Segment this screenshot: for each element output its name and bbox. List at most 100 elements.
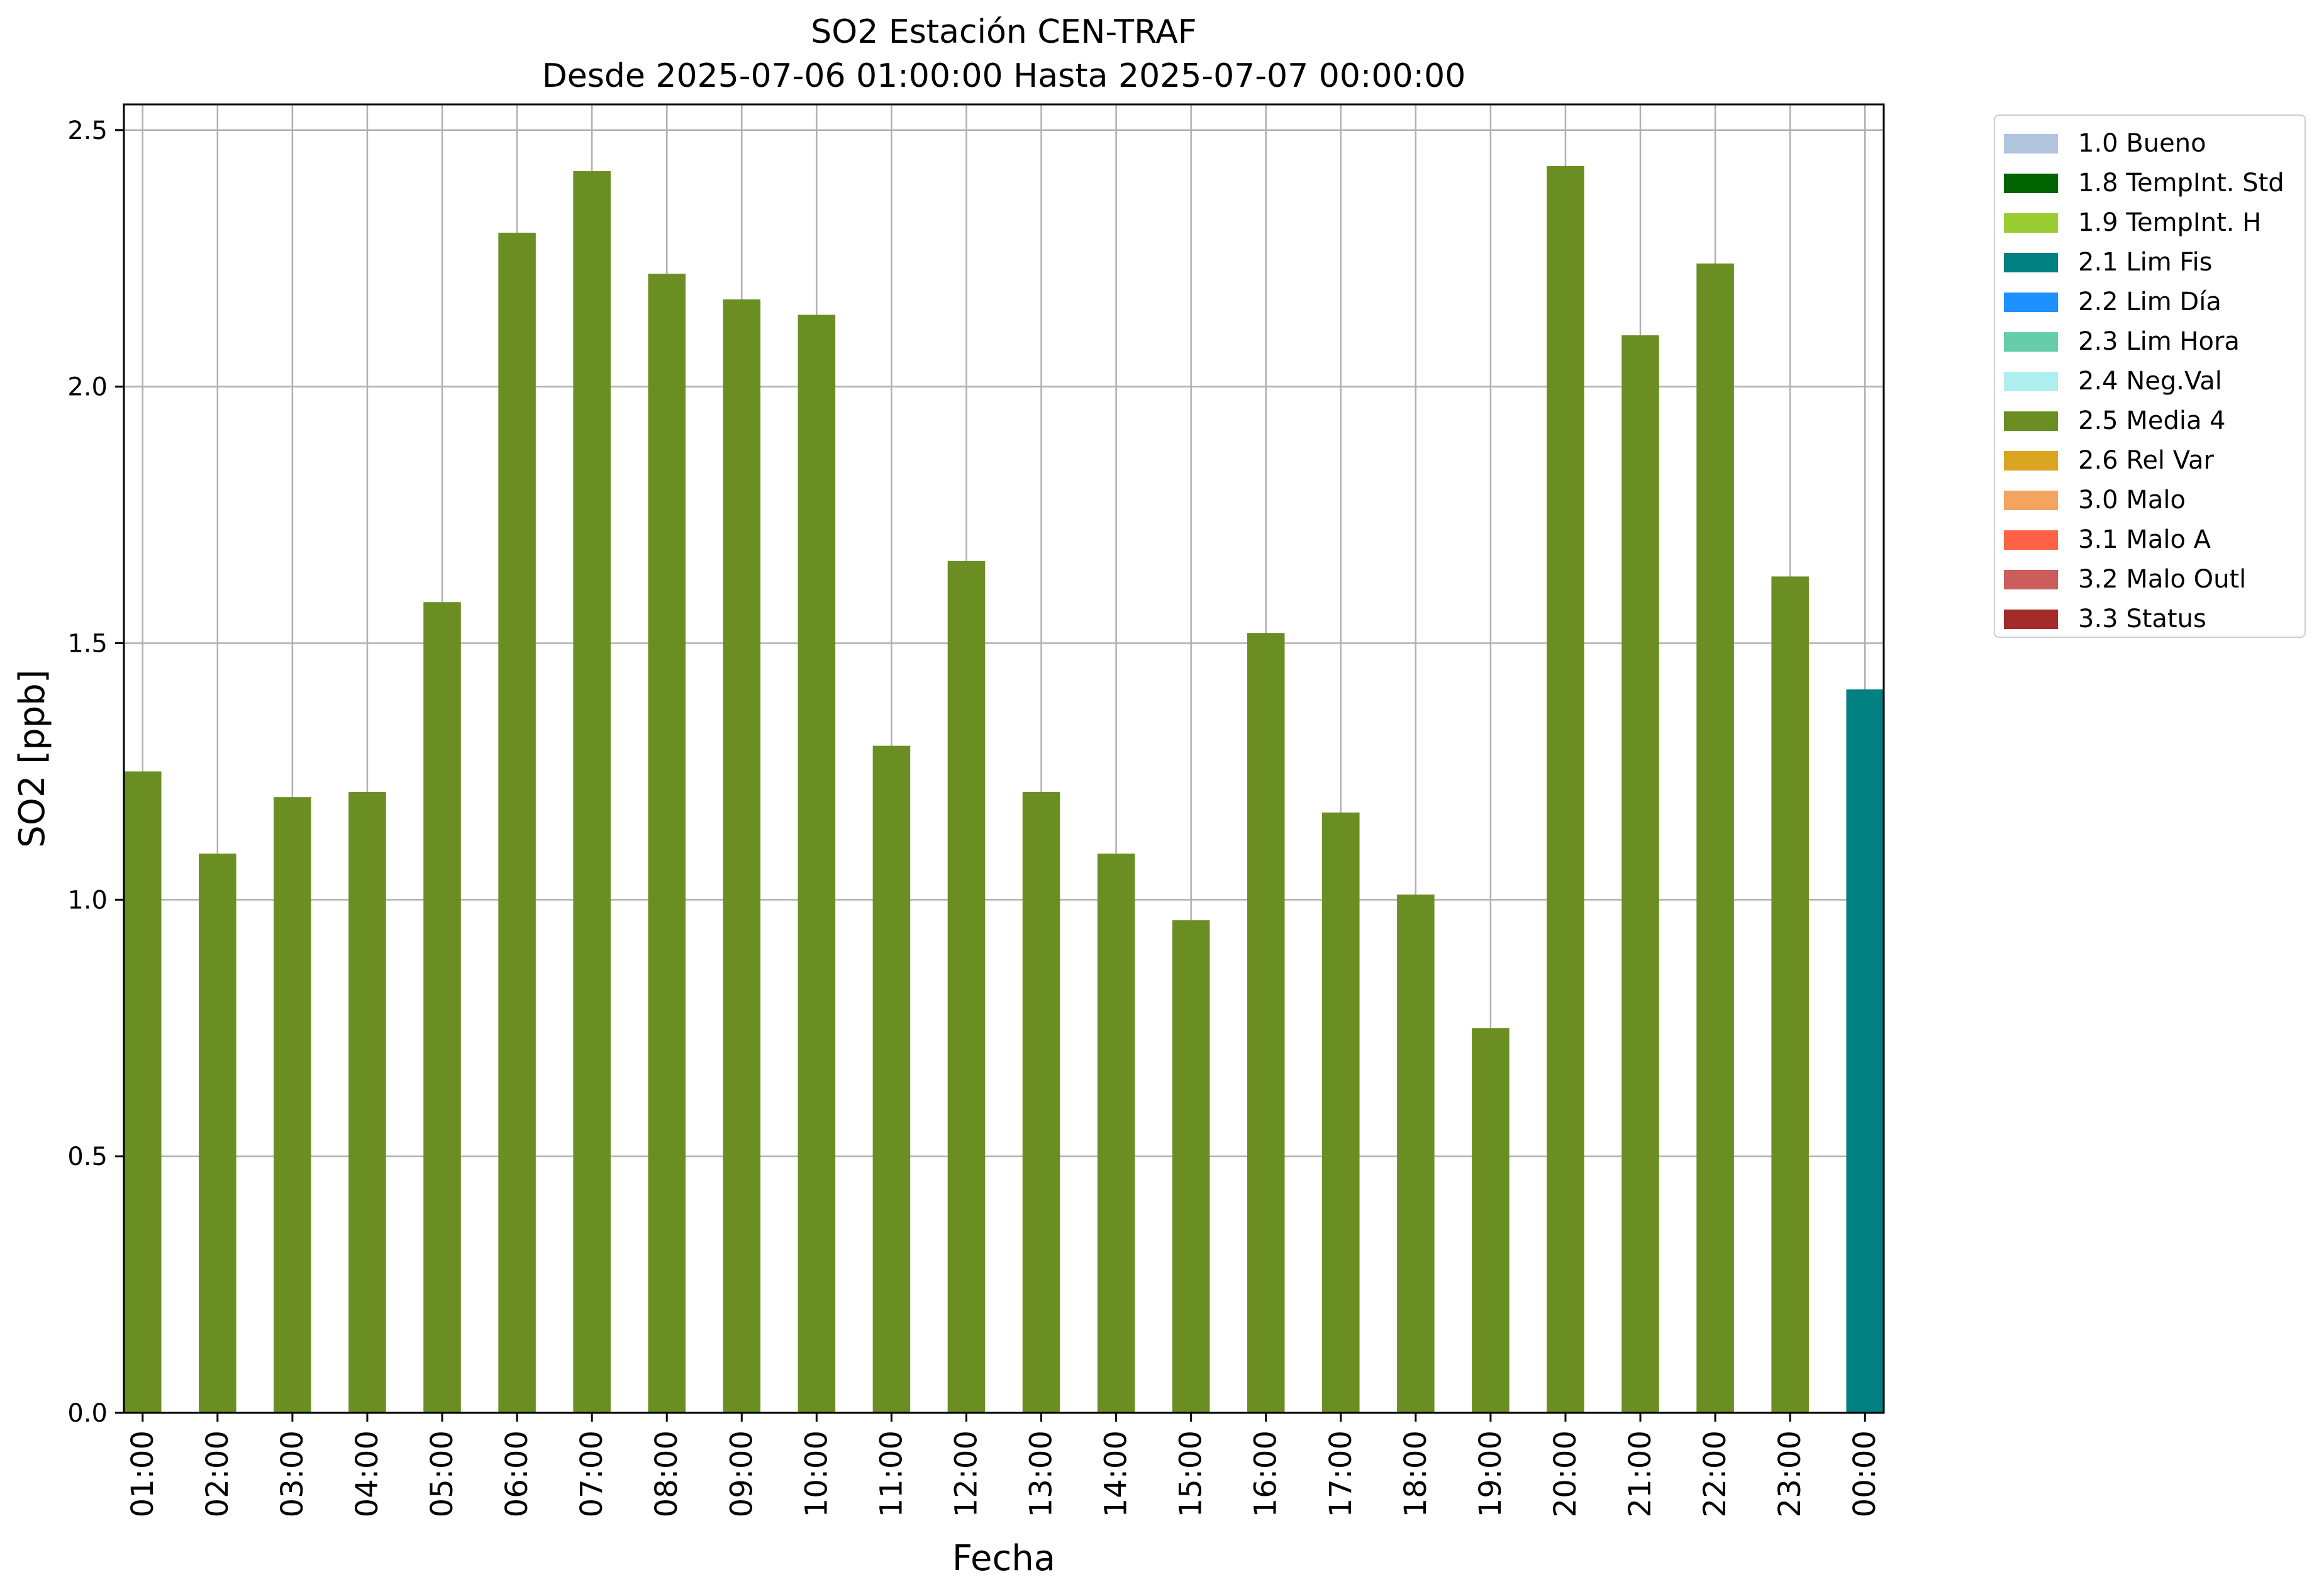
legend-item: 2.1 Lim Fis (1995, 242, 2305, 280)
x-axis-ticks: 01:00 02:00 03:00 04:00 05:00 06:00 07:00 08:00… (125, 1413, 1882, 1517)
x-tick-label: 07:00 (574, 1430, 609, 1517)
x-tick-label: 17:00 (1323, 1430, 1359, 1517)
y-tick-label: 1.5 (67, 629, 108, 658)
legend-item: 3.2 Malo Outl (1995, 559, 2305, 597)
legend-item: 3.0 Malo (1995, 480, 2305, 518)
bar-0600 (498, 232, 536, 1413)
x-tick-label: 18:00 (1398, 1430, 1433, 1517)
y-tick-label: 1.0 (67, 886, 108, 915)
legend-label: 1.0 Bueno (2078, 129, 2206, 158)
x-tick-label: 06:00 (499, 1430, 535, 1517)
legend-label: 2.5 Media 4 (2078, 406, 2226, 435)
bar-2000 (1547, 165, 1584, 1413)
legend-item: 2.2 Lim Día (1995, 282, 2305, 320)
legend-item: 1.0 Bueno (1995, 123, 2305, 161)
legend: 1.0 Bueno 1.8 TempInt. Std 1.9 TempInt. H 2… (1994, 114, 2306, 638)
bar-0000 (1846, 689, 1884, 1413)
chart-subtitle: Desde 2025-07-06 01:00:00 Hasta 2025-07-… (542, 57, 1466, 95)
chart-title: SO2 Estación CEN-TRAF (811, 13, 1196, 51)
y-tick-label: 2.5 (67, 116, 108, 145)
legend-label: 3.2 Malo Outl (2078, 565, 2247, 594)
x-tick-label: 16:00 (1248, 1430, 1284, 1517)
y-tick-label: 0.0 (67, 1399, 108, 1428)
legend-item: 1.9 TempInt. H (1995, 203, 2305, 240)
x-tick-label: 12:00 (948, 1430, 984, 1517)
legend-label: 1.8 TempInt. Std (2078, 169, 2284, 198)
gridlines (124, 104, 1884, 1414)
bar-0700 (573, 171, 611, 1413)
legend-item: 2.3 Lim Hora (1995, 321, 2305, 359)
y-axis-label: SO2 [ppb] (12, 669, 53, 847)
x-tick-label: 15:00 (1174, 1430, 1209, 1517)
bar-1700 (1322, 812, 1360, 1413)
legend-item: 2.4 Neg.Val (1995, 361, 2305, 399)
bar-1600 (1247, 633, 1285, 1413)
bar-1800 (1397, 895, 1435, 1413)
legend-swatch (2004, 451, 2058, 471)
legend-swatch (2004, 213, 2058, 233)
legend-label: 3.1 Malo A (2078, 525, 2211, 554)
x-tick-label: 19:00 (1473, 1430, 1508, 1517)
legend-item: 3.1 Malo A (1995, 520, 2305, 557)
bar-0200 (199, 853, 236, 1413)
legend-swatch (2004, 570, 2058, 589)
legend-swatch (2004, 610, 2058, 629)
bar-2200 (1696, 263, 1734, 1413)
legend-swatch (2004, 530, 2058, 550)
legend-swatch (2004, 491, 2058, 510)
bar-1900 (1472, 1028, 1509, 1413)
legend-swatch (2004, 134, 2058, 153)
x-tick-label: 13:00 (1024, 1430, 1059, 1517)
legend-label: 2.2 Lim Día (2078, 287, 2221, 316)
legend-swatch (2004, 253, 2058, 272)
y-tick-label: 0.5 (67, 1142, 108, 1171)
bar-1400 (1097, 853, 1135, 1413)
legend-label: 2.4 Neg.Val (2078, 367, 2222, 396)
bar-1200 (947, 560, 986, 1413)
legend-swatch (2004, 174, 2058, 193)
bar-1100 (872, 745, 911, 1413)
x-tick-label: 11:00 (874, 1430, 909, 1517)
x-tick-label: 05:00 (425, 1430, 460, 1517)
x-tick-label: 10:00 (799, 1430, 834, 1517)
x-tick-label: 23:00 (1772, 1430, 1808, 1517)
bar-1500 (1172, 920, 1210, 1413)
legend-label: 3.3 Status (2078, 605, 2206, 633)
legend-swatch (2004, 293, 2058, 312)
legend-label: 3.0 Malo (2078, 486, 2186, 515)
legend-swatch (2004, 372, 2058, 391)
bar-2100 (1621, 335, 1659, 1413)
x-tick-label: 22:00 (1698, 1430, 1733, 1517)
bar-1000 (798, 315, 836, 1413)
bar-2300 (1771, 576, 1809, 1413)
legend-label: 2.3 Lim Hora (2078, 327, 2240, 356)
x-tick-label: 08:00 (649, 1430, 684, 1517)
x-axis-label: Fecha (952, 1538, 1055, 1579)
x-tick-label: 20:00 (1548, 1430, 1583, 1517)
y-axis-ticks: 0.0 0.5 1.0 1.5 2.0 2.5 (67, 116, 124, 1428)
bar-1300 (1022, 792, 1060, 1413)
bars (124, 165, 1884, 1413)
bar-0900 (723, 299, 761, 1413)
legend-swatch (2004, 411, 2058, 431)
x-tick-label: 02:00 (200, 1430, 235, 1517)
bar-0100 (124, 771, 162, 1413)
bar-0300 (274, 797, 311, 1413)
bar-0500 (423, 602, 461, 1413)
x-tick-label: 21:00 (1623, 1430, 1658, 1517)
plot-frame (123, 103, 1885, 1414)
x-tick-label: 01:00 (125, 1430, 160, 1517)
legend-item: 2.5 Media 4 (1995, 401, 2305, 438)
x-tick-label: 04:00 (350, 1430, 385, 1517)
y-tick-label: 2.0 (67, 373, 108, 402)
legend-label: 1.9 TempInt. H (2078, 208, 2262, 237)
bar-0400 (348, 792, 386, 1413)
bar-0800 (648, 274, 686, 1413)
legend-label: 2.1 Lim Fis (2078, 248, 2213, 277)
legend-item: 2.6 Rel Var (1995, 440, 2305, 478)
legend-swatch (2004, 332, 2058, 352)
x-tick-label: 00:00 (1847, 1430, 1882, 1517)
x-tick-label: 03:00 (275, 1430, 310, 1517)
legend-item: 1.8 TempInt. Std (1995, 163, 2305, 201)
